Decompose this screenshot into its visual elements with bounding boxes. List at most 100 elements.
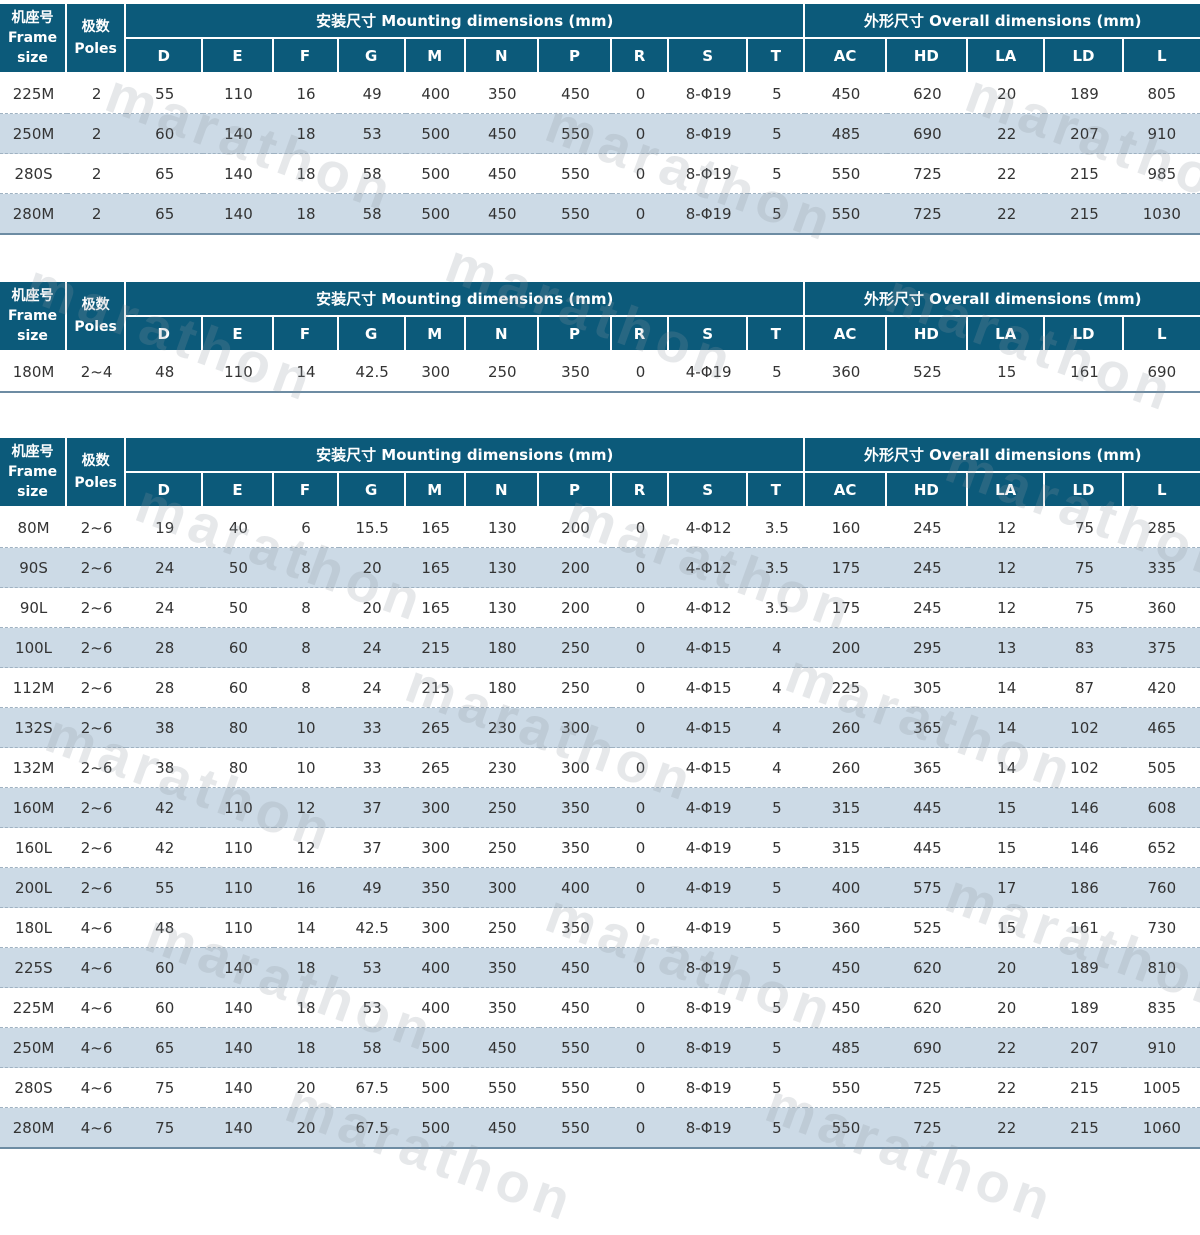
cell-m: 215 bbox=[405, 628, 466, 668]
cell-poles: 2 bbox=[67, 154, 127, 194]
cell-t: 4 bbox=[748, 708, 806, 748]
cell-hd: 725 bbox=[886, 1108, 969, 1149]
cell-frame-size: 180L bbox=[0, 908, 68, 948]
cell-poles: 2 bbox=[67, 74, 127, 114]
cell-frame-size: 132S bbox=[0, 708, 68, 748]
cell-l: 465 bbox=[1123, 708, 1200, 748]
cell-l: 810 bbox=[1123, 948, 1200, 988]
spec-table-2-4-pole: 机座号 Frame size 极数 Poles 安装尺寸 Mounting dimensi… bbox=[0, 282, 1200, 393]
cell-la: 22 bbox=[968, 1028, 1046, 1068]
cell-frame-size: 100L bbox=[0, 628, 68, 668]
cell-s: 4-Φ19 bbox=[669, 908, 749, 948]
cell-ld: 189 bbox=[1045, 988, 1124, 1028]
cell-frame-size: 225M bbox=[0, 988, 68, 1028]
column-header-ld: LD bbox=[1045, 317, 1124, 352]
cell-m: 300 bbox=[405, 788, 466, 828]
cell-ld: 83 bbox=[1045, 628, 1124, 668]
cell-e: 110 bbox=[203, 788, 274, 828]
table-row: 280S 4~6 75 140 20 67.5 500 550 550 0 8-Φ19 5 550 725… bbox=[0, 1068, 1200, 1108]
table-row: 160L 2~6 42 110 12 37 300 250 350 0 4-Φ19 5 315 445 15… bbox=[0, 828, 1200, 868]
table-row: 132S 2~6 38 80 10 33 265 230 300 0 4-Φ15 4 260 365 14 1… bbox=[0, 708, 1200, 748]
table-row: 280M 4~6 75 140 20 67.5 500 450 550 0 8-Φ19 5 550 725… bbox=[0, 1108, 1200, 1149]
cell-frame-size: 200L bbox=[0, 868, 68, 908]
cell-m: 350 bbox=[405, 868, 466, 908]
cell-s: 8-Φ19 bbox=[669, 988, 749, 1028]
cell-poles: 4~6 bbox=[67, 1068, 127, 1108]
cell-s: 4-Φ15 bbox=[669, 668, 749, 708]
cell-ld: 75 bbox=[1045, 588, 1124, 628]
column-header-d: D bbox=[126, 473, 204, 508]
cell-d: 24 bbox=[126, 588, 204, 628]
cell-d: 65 bbox=[126, 194, 204, 235]
cell-p: 550 bbox=[538, 114, 613, 154]
cell-frame-size: 90S bbox=[0, 548, 68, 588]
cell-t: 5 bbox=[748, 948, 806, 988]
column-header-p: P bbox=[538, 473, 613, 508]
cell-poles: 2~6 bbox=[67, 628, 127, 668]
cell-e: 140 bbox=[203, 1028, 274, 1068]
cell-frame-size: 80M bbox=[0, 508, 68, 548]
cell-hd: 725 bbox=[886, 154, 969, 194]
cell-p: 350 bbox=[538, 828, 613, 868]
cell-ac: 200 bbox=[805, 628, 887, 668]
cell-r: 0 bbox=[612, 988, 670, 1028]
table-row: 90S 2~6 24 50 8 20 165 130 200 0 4-Φ12 3.5 175 245 12 7… bbox=[0, 548, 1200, 588]
cell-d: 28 bbox=[126, 628, 204, 668]
cell-hd: 690 bbox=[886, 114, 969, 154]
frame-size-header: 机座号 Frame size bbox=[0, 438, 68, 508]
table-row: 225M 2 55 110 16 49 400 350 450 0 8-Φ19 5 450 620 20 18… bbox=[0, 74, 1200, 114]
cell-la: 14 bbox=[968, 708, 1046, 748]
cell-la: 15 bbox=[968, 788, 1046, 828]
cell-ld: 207 bbox=[1045, 114, 1124, 154]
cell-ac: 485 bbox=[805, 114, 887, 154]
cell-la: 22 bbox=[968, 194, 1046, 235]
cell-f: 18 bbox=[273, 1028, 339, 1068]
cell-poles: 2~6 bbox=[67, 788, 127, 828]
cell-r: 0 bbox=[612, 788, 670, 828]
cell-la: 20 bbox=[968, 74, 1046, 114]
poles-header: 极数 Poles bbox=[67, 438, 127, 508]
cell-ld: 87 bbox=[1045, 668, 1124, 708]
cell-poles: 2~6 bbox=[67, 668, 127, 708]
cell-d: 55 bbox=[126, 868, 204, 908]
cell-hd: 525 bbox=[886, 908, 969, 948]
table-row: 80M 2~6 19 40 6 15.5 165 130 200 0 4-Φ12 3.5 160 245 1… bbox=[0, 508, 1200, 548]
cell-f: 8 bbox=[273, 628, 339, 668]
table-body: 80M 2~6 19 40 6 15.5 165 130 200 0 4-Φ12 3.5 160 245 1… bbox=[0, 508, 1200, 1149]
cell-e: 50 bbox=[203, 588, 274, 628]
cell-n: 350 bbox=[465, 74, 539, 114]
cell-d: 42 bbox=[126, 788, 204, 828]
cell-t: 5 bbox=[748, 1028, 806, 1068]
cell-m: 165 bbox=[405, 508, 466, 548]
cell-f: 20 bbox=[273, 1068, 339, 1108]
cell-ld: 186 bbox=[1045, 868, 1124, 908]
cell-d: 60 bbox=[126, 988, 204, 1028]
cell-r: 0 bbox=[612, 588, 670, 628]
cell-s: 4-Φ19 bbox=[669, 868, 749, 908]
column-header-s: S bbox=[669, 473, 749, 508]
cell-e: 110 bbox=[203, 908, 274, 948]
cell-poles: 2~6 bbox=[67, 748, 127, 788]
cell-frame-size: 132M bbox=[0, 748, 68, 788]
cell-l: 375 bbox=[1123, 628, 1200, 668]
cell-g: 33 bbox=[338, 748, 406, 788]
cell-f: 18 bbox=[273, 114, 339, 154]
cell-n: 300 bbox=[465, 868, 539, 908]
cell-r: 0 bbox=[612, 668, 670, 708]
cell-frame-size: 280S bbox=[0, 1068, 68, 1108]
cell-ac: 550 bbox=[805, 1068, 887, 1108]
column-header-f: F bbox=[273, 317, 339, 352]
cell-ac: 360 bbox=[805, 352, 887, 393]
cell-d: 48 bbox=[126, 908, 204, 948]
cell-ac: 260 bbox=[805, 748, 887, 788]
cell-poles: 2~6 bbox=[67, 588, 127, 628]
cell-r: 0 bbox=[612, 74, 670, 114]
cell-r: 0 bbox=[612, 868, 670, 908]
cell-r: 0 bbox=[612, 1028, 670, 1068]
cell-g: 20 bbox=[338, 588, 406, 628]
cell-m: 265 bbox=[405, 748, 466, 788]
cell-ld: 146 bbox=[1045, 788, 1124, 828]
frame-size-header-line: 机座号 bbox=[11, 444, 54, 460]
cell-p: 550 bbox=[538, 1108, 613, 1149]
header-row-columns: D E F G M N P R S T AC HD LA LD L bbox=[0, 473, 1200, 508]
